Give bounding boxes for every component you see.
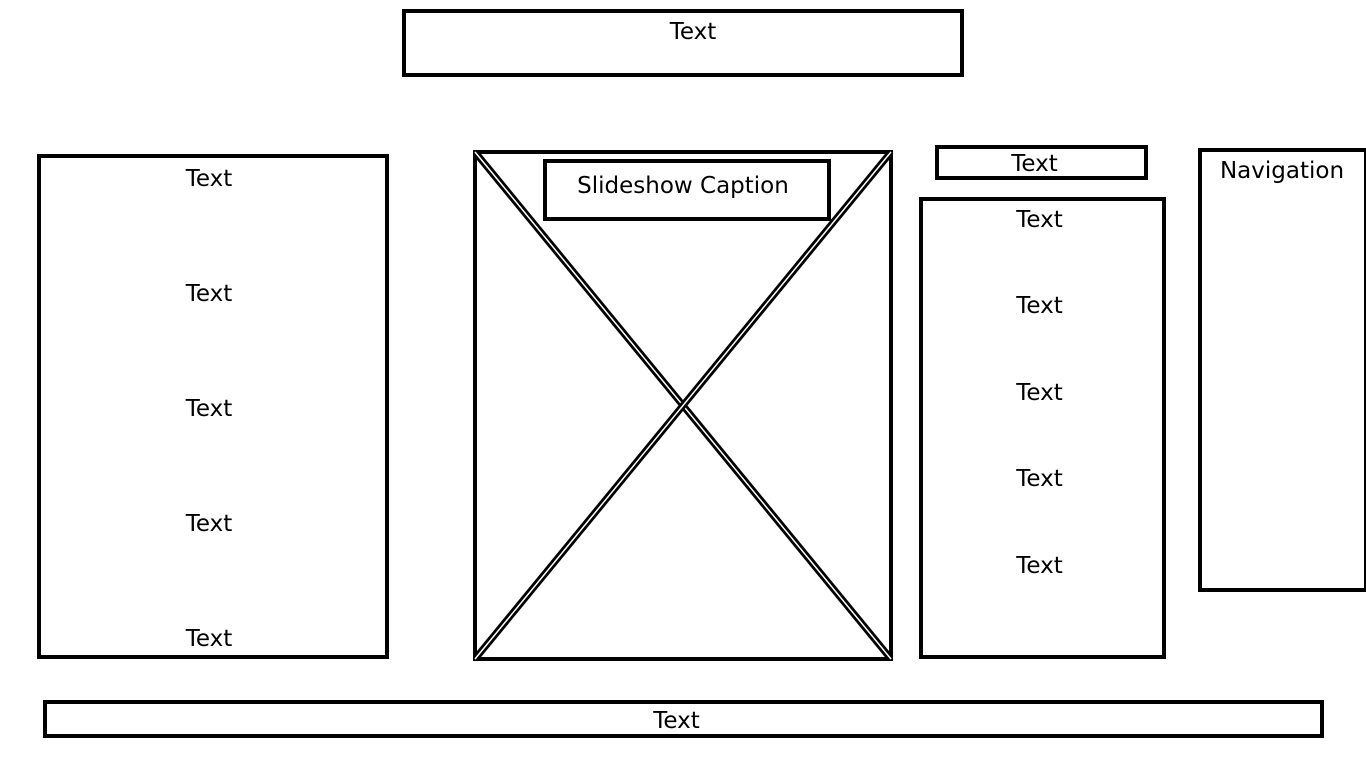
right-panel-item: Text [1016, 380, 1063, 406]
right-panel-item: Text [1016, 207, 1063, 233]
footer-box: Text [43, 700, 1324, 738]
header-box: Text [402, 9, 964, 77]
right-text-panel: Text Text Text Text Text [919, 197, 1166, 659]
image-placeholder-x-icon [473, 150, 893, 661]
right-top-text-box: Text [935, 145, 1148, 180]
left-panel-item: Text [185, 396, 233, 422]
slideshow-caption: Slideshow Caption [577, 173, 789, 199]
navigation-panel[interactable]: Navigation [1198, 148, 1366, 592]
left-text-panel: Text Text Text Text Text [37, 154, 389, 659]
slideshow-image-placeholder[interactable] [473, 150, 893, 661]
slideshow-caption-box: Slideshow Caption [543, 159, 831, 221]
left-panel-item: Text [185, 281, 233, 307]
footer-text: Text [653, 708, 700, 734]
right-panel-item: Text [1016, 553, 1063, 579]
navigation-label: Navigation [1219, 158, 1345, 184]
right-top-text: Text [1011, 151, 1058, 177]
left-panel-item: Text [185, 166, 233, 192]
header-text: Text [669, 19, 717, 45]
left-panel-item: Text [185, 626, 233, 652]
right-panel-item: Text [1016, 466, 1063, 492]
right-panel-item: Text [1016, 293, 1063, 319]
left-panel-item: Text [185, 511, 233, 537]
